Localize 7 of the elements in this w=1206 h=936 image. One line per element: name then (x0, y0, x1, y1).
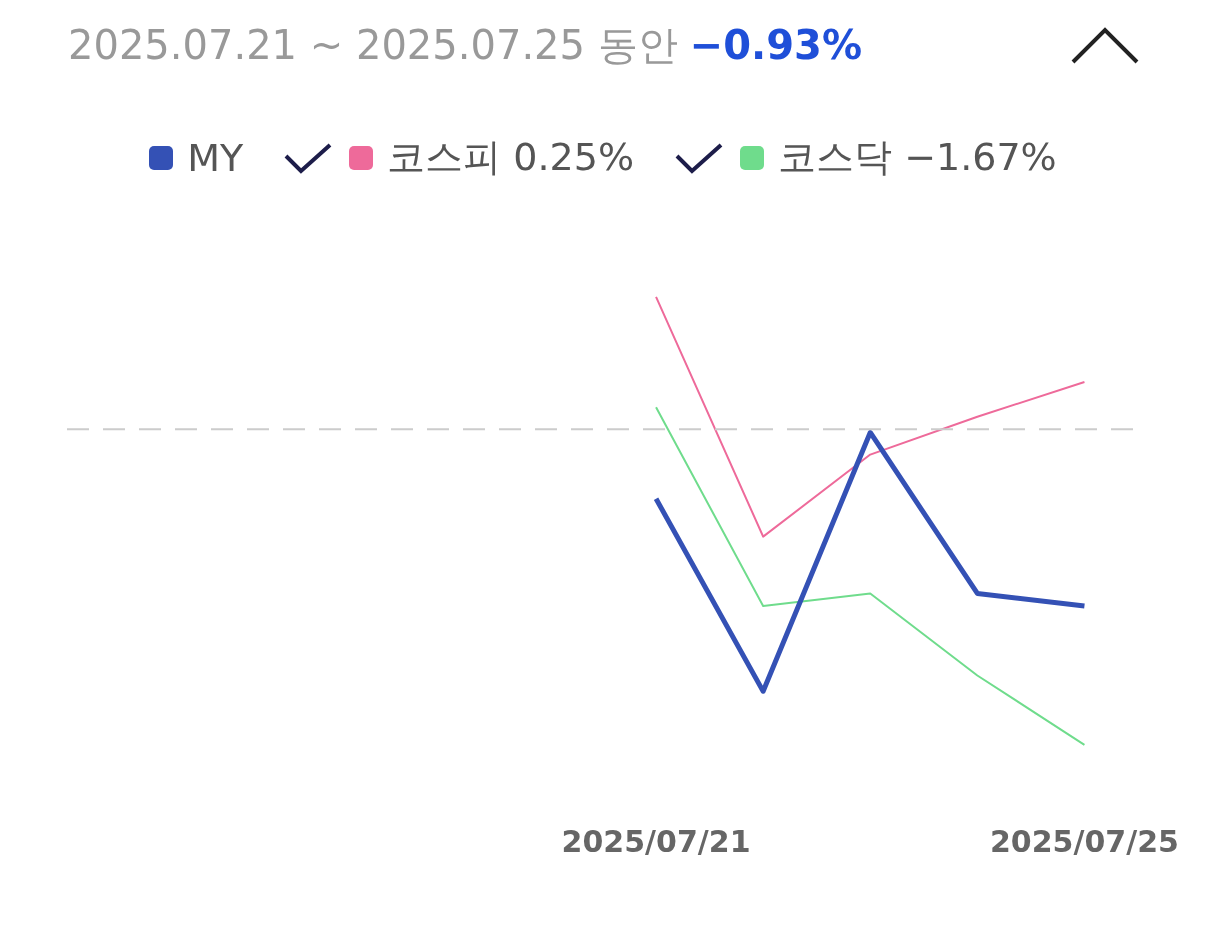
legend-label: 코스닥 −1.67% (778, 134, 1057, 181)
text: −0.93% (689, 22, 863, 68)
x-tick-label: 2025/07/21 (561, 823, 751, 859)
x-tick-label: 2025/07/25 (990, 823, 1179, 859)
chart-title: 2025.07.21 ~ 2025.07.25 동안 (68, 22, 678, 68)
legend-label: MY (187, 135, 244, 180)
legend-label: 코스피 0.25% (387, 134, 635, 181)
